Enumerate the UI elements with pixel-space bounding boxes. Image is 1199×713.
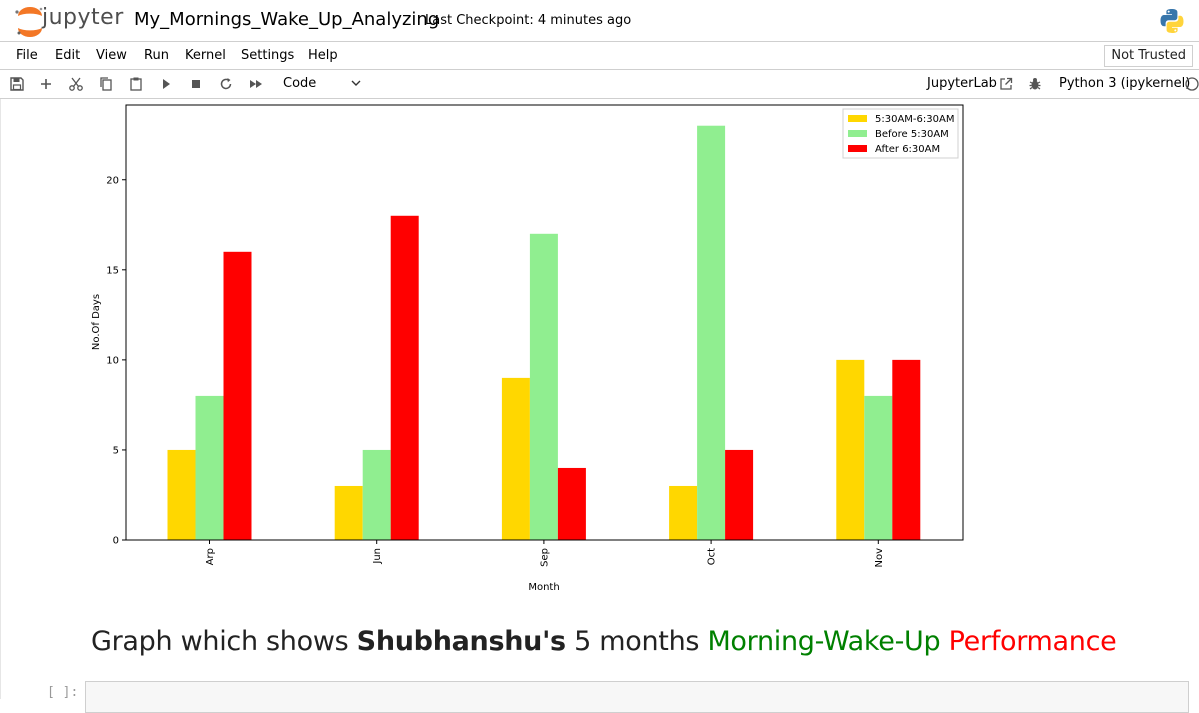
legend-label: Before 5:30AM [875,129,949,140]
fast-forward-icon[interactable] [248,76,264,92]
x-tick-label: Nov [874,548,885,568]
x-tick-label: Sep [539,548,550,567]
menu-bar: File Edit View Run Kernel Settings Help … [0,42,1199,70]
y-axis-label: No.Of Days [91,294,102,350]
menu-kernel[interactable]: Kernel [185,48,226,63]
menu-settings[interactable]: Settings [241,48,295,63]
stop-icon[interactable] [188,76,204,92]
add-cell-icon[interactable] [38,76,54,92]
python-logo-icon [1160,9,1184,33]
save-icon[interactable] [9,76,25,92]
notebook-title[interactable]: My_Mornings_Wake_Up_Analyzing [134,9,440,30]
bar-jun-0 [334,485,363,540]
menu-file[interactable]: File [16,48,38,63]
bar-oct-0 [669,485,698,540]
jupyter-logo-icon[interactable] [12,4,122,38]
y-tick-label: 20 [106,175,119,186]
plot-frame [125,104,964,541]
bar-nov-2 [892,359,921,540]
bar-sep-1 [529,233,558,540]
menu-edit[interactable]: Edit [55,48,81,63]
wake-up-bar-chart: 0 5 10 15 20 Arp Jun Sep Oct Nov Month No.Of Day… [91,104,964,593]
kernel-status-circle-icon [1185,77,1199,91]
notebook-header: jupyter My_Mornings_Wake_Up_Analyzing La… [0,0,1199,42]
menu-view[interactable]: View [96,48,127,63]
y-tick-label: 10 [106,355,119,366]
heading-green-text: Morning-Wake-Up [707,626,941,657]
legend-swatch [848,145,867,152]
legend-label: 5:30AM-6:30AM [875,114,954,125]
bar-sep-0 [501,377,530,540]
menu-run[interactable]: Run [144,48,169,63]
paste-icon[interactable] [128,76,144,92]
legend-label: After 6:30AM [875,144,940,155]
bar-arp-2 [223,251,252,540]
legend-swatch [848,115,867,122]
cut-icon[interactable] [68,76,84,92]
cell-prompt: [ ]: [47,685,79,700]
kernel-name[interactable]: Python 3 (ipykernel) [1059,76,1191,91]
checkpoint-status: Last Checkpoint: 4 minutes ago [425,13,632,28]
bar-oct-2 [725,449,754,540]
heading-text-1: Graph which shows [91,626,357,657]
notebook-area: 0 5 10 15 20 Arp Jun Sep Oct Nov Month No.Of Day… [0,99,1199,713]
x-tick-label: Arp [205,548,216,565]
bar-jun-2 [390,215,419,540]
y-tick-label: 5 [113,445,119,456]
not-trusted-button[interactable]: Not Trusted [1104,45,1193,67]
jupyterlab-link[interactable]: JupyterLab [927,76,997,91]
x-axis-label: Month [528,582,559,593]
bar-nov-1 [864,395,893,540]
x-tick-label: Oct [707,548,718,565]
notebook-toolbar: Code JupyterLab Python 3 (ipykernel) [0,70,1199,99]
heading-space [940,626,948,657]
bar-sep-2 [557,467,586,540]
chart-legend: 5:30AM-6:30AM Before 5:30AM After 6:30AM [842,108,959,159]
heading-name-bold: Shubhanshu's [356,626,566,657]
bar-arp-0 [167,449,196,540]
menu-help[interactable]: Help [308,48,338,63]
x-tick-label: Jun [372,548,383,565]
markdown-heading: Graph which shows Shubhanshu's 5 months … [91,626,1117,657]
heading-red-text: Performance [948,626,1117,657]
cell-type-select[interactable]: Code [283,76,317,91]
bar-arp-1 [195,395,224,540]
y-tick-label: 0 [113,536,119,547]
run-icon[interactable] [158,76,174,92]
chevron-down-icon[interactable] [351,79,361,87]
jupyter-wordmark: jupyter [42,5,124,30]
bar-jun-1 [362,449,391,540]
code-cell-input[interactable] [85,681,1189,713]
debugger-bug-icon[interactable] [1027,76,1043,92]
legend-swatch [848,130,867,137]
restart-icon[interactable] [218,76,234,92]
heading-text-2: 5 months [565,626,708,657]
copy-icon[interactable] [98,76,114,92]
bar-oct-1 [697,125,726,540]
external-link-icon[interactable] [999,77,1013,91]
y-tick-label: 15 [106,265,119,276]
bar-nov-0 [836,359,865,540]
